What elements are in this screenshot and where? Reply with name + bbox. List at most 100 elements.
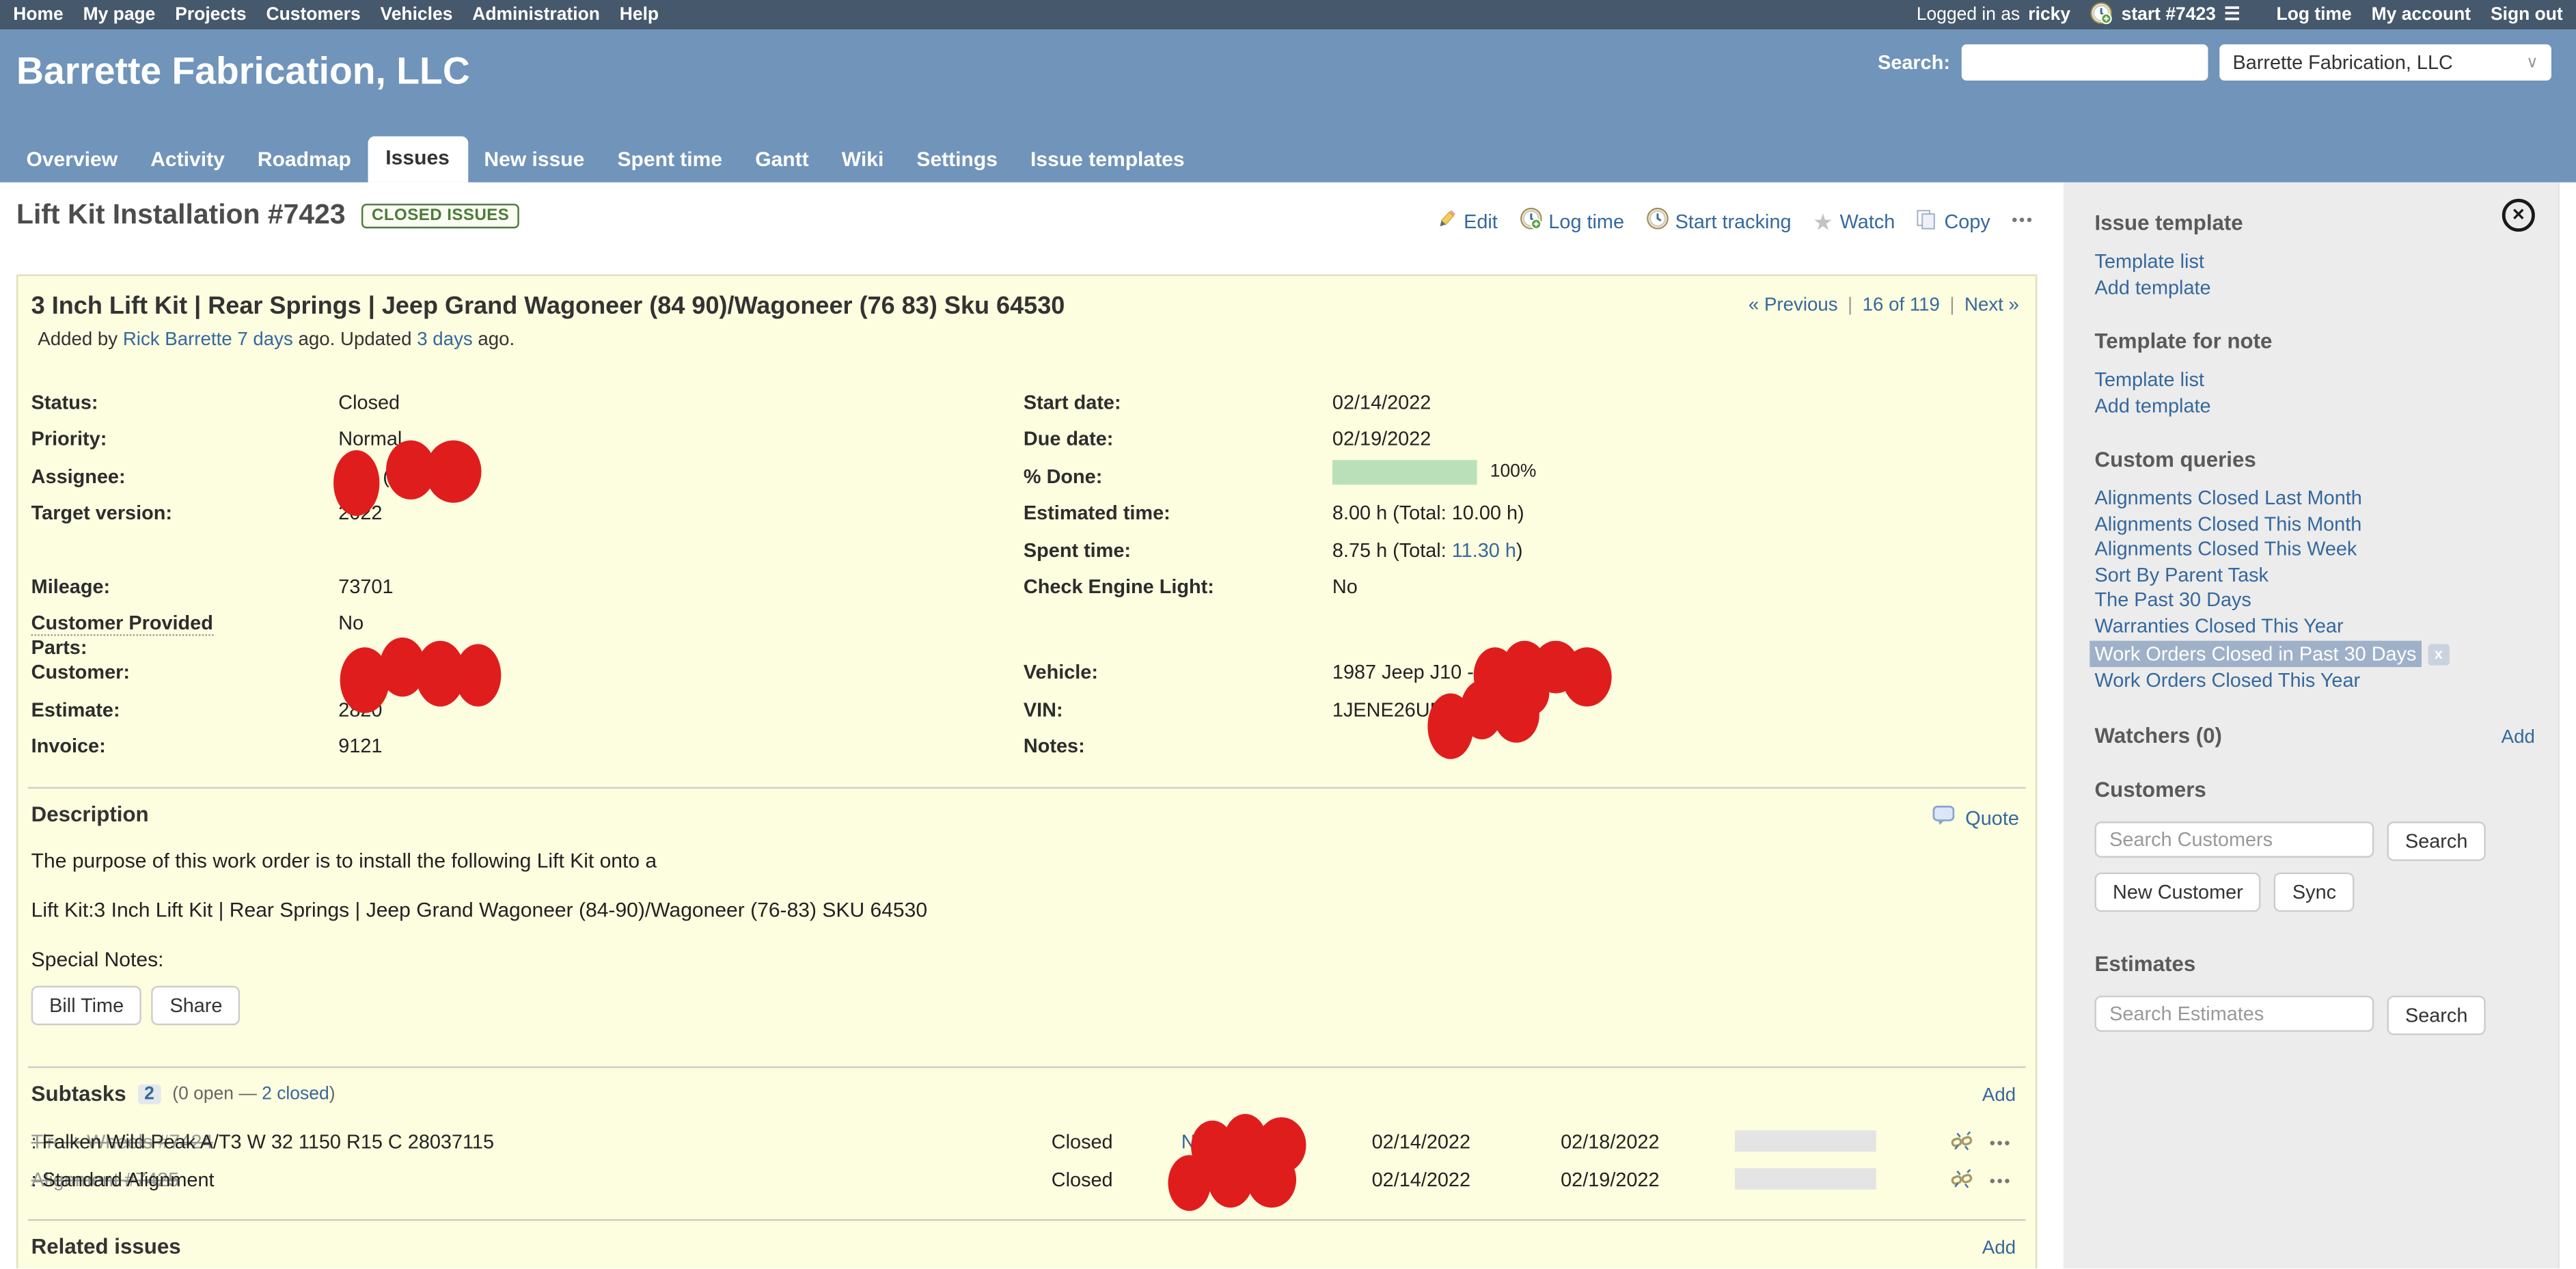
query-link[interactable]: Alignments Closed Last Month [2094, 486, 2362, 510]
tab-gantt[interactable]: Gantt [755, 148, 809, 172]
clock-icon [1645, 207, 1669, 235]
project-title: Barrette Fabrication, LLC [16, 49, 470, 92]
tab-issue-templates[interactable]: Issue templates [1030, 148, 1185, 172]
next-issue-link[interactable]: Next » [1964, 295, 2019, 316]
status-badge: CLOSED ISSUES [361, 202, 519, 228]
top-menu-help[interactable]: Help [619, 5, 659, 25]
status-label: Status: [31, 391, 98, 414]
spent-time-total-link[interactable]: 11.30 h [1451, 538, 1516, 562]
author-link[interactable]: Rick Barrette [122, 330, 232, 351]
subtask-more-icon[interactable]: ••• [1989, 1173, 2012, 1192]
copy-button[interactable]: Copy [1917, 208, 1990, 234]
clear-query-icon[interactable]: x [2428, 643, 2450, 665]
top-menu-home[interactable]: Home [13, 5, 64, 25]
add-related-issue-link[interactable]: Add [1982, 1238, 2016, 1259]
invoice-link[interactable]: 9121 [338, 734, 383, 758]
priority-value: Normal [338, 427, 402, 450]
scrollbar-track[interactable] [2558, 182, 2576, 1269]
top-menu-my-page[interactable]: My page [83, 5, 156, 25]
related-issues-heading: Related issues [31, 1233, 181, 1259]
search-customers-button[interactable]: Search [2387, 821, 2486, 861]
tab-issues[interactable]: Issues [367, 136, 468, 182]
top-menu-projects[interactable]: Projects [175, 5, 247, 25]
sync-button[interactable]: Sync [2274, 872, 2355, 912]
assignee-label: Assignee: [31, 465, 126, 489]
subtasks-counts: (0 open — 2 closed) [172, 1083, 335, 1104]
estimated-time-label: Estimated time: [1023, 501, 1170, 524]
tab-settings[interactable]: Settings [916, 148, 998, 172]
template-list-link[interactable]: Template list [2094, 368, 2204, 392]
tracker-clock-icon[interactable] [2090, 1, 2113, 29]
top-menu-sign-out[interactable]: Sign out [2490, 5, 2563, 25]
subtask-link[interactable]: Tire + Wheels #7424 [31, 1130, 213, 1154]
edit-button[interactable]: Edit [1436, 208, 1498, 234]
logged-in-label: Logged in as [1916, 5, 2020, 25]
template-list-link[interactable]: Template list [2094, 249, 2204, 273]
subtask-start-date: 02/14/2022 [1371, 1130, 1471, 1154]
added-days-link[interactable]: 7 days [237, 330, 293, 351]
vehicle-label: Vehicle: [1023, 660, 1098, 684]
query-link[interactable]: Work Orders Closed This Year [2094, 668, 2361, 692]
updated-days-link[interactable]: 3 days [417, 330, 473, 351]
tracker-issue-link[interactable]: start #7423 [2121, 5, 2216, 25]
share-button[interactable]: Share [152, 985, 241, 1026]
subtask-link[interactable]: Alignment #7425 [31, 1168, 180, 1192]
top-menu-administration[interactable]: Administration [472, 5, 600, 25]
customers-heading: Customers [2094, 777, 2206, 802]
query-link-selected[interactable]: Work Orders Closed in Past 30 Days [2089, 640, 2422, 668]
assignee-redaction [333, 440, 497, 516]
issue-template-heading: Issue template [2094, 210, 2243, 235]
done-label: % Done: [1023, 465, 1103, 489]
tab-overview[interactable]: Overview [26, 148, 118, 172]
search-input[interactable] [1961, 44, 2208, 81]
closed-count-link[interactable]: 2 closed [262, 1083, 329, 1104]
custom-queries-section: Custom queries Alignments Closed Last Mo… [2089, 447, 2535, 694]
new-customer-button[interactable]: New Customer [2094, 872, 2262, 912]
tab-spent-time[interactable]: Spent time [617, 148, 723, 172]
close-sidebar-icon[interactable]: ✕ [2502, 198, 2535, 232]
spent-time-label: Spent time: [1023, 538, 1132, 562]
divider [27, 1066, 2026, 1068]
log-time-button[interactable]: Log time [1519, 207, 1624, 235]
watch-button[interactable]: ★ Watch [1812, 208, 1895, 234]
tracker-list-icon[interactable]: ☰ [2223, 4, 2241, 24]
search-estimates-button[interactable]: Search [2387, 996, 2486, 1035]
tab-roadmap[interactable]: Roadmap [257, 148, 351, 172]
vehicle-link[interactable]: 1987 Jeep J10 - [1332, 660, 1474, 684]
search-customers-input[interactable] [2094, 821, 2374, 858]
unlink-icon[interactable] [1950, 1130, 1973, 1158]
add-template-link[interactable]: Add template [2094, 275, 2211, 299]
bill-time-button[interactable]: Bill Time [31, 985, 142, 1026]
search-label: Search: [1878, 51, 1950, 74]
logged-in-user-link[interactable]: ricky [2028, 5, 2071, 25]
previous-issue-link[interactable]: « Previous [1748, 295, 1838, 316]
tab-new-issue[interactable]: New issue [484, 148, 585, 172]
query-link[interactable]: Alignments Closed This Week [2094, 537, 2357, 560]
search-estimates-input[interactable] [2094, 996, 2374, 1032]
add-subtask-link[interactable]: Add [1982, 1086, 2016, 1106]
sidebar: ✕ Issue template Template list Add templ… [2063, 182, 2558, 1269]
top-menu-my-account[interactable]: My account [2371, 5, 2471, 25]
quote-button[interactable]: Quote [1932, 805, 2019, 831]
subtask-more-icon[interactable]: ••• [1989, 1135, 2012, 1154]
project-jump-select[interactable]: Barrette Fabrication, LLC ∨ [2219, 44, 2551, 81]
query-link[interactable]: Alignments Closed This Month [2094, 511, 2362, 535]
divider [27, 1219, 2026, 1221]
add-watcher-link[interactable]: Add [2501, 726, 2535, 747]
query-link[interactable]: Sort By Parent Task [2094, 562, 2269, 586]
query-link[interactable]: Warranties Closed This Year [2094, 614, 2344, 637]
done-progress-bar [1332, 460, 1477, 485]
more-actions-icon[interactable]: ••• [2012, 212, 2034, 230]
status-value: Closed [338, 391, 400, 414]
unlink-icon[interactable] [1950, 1168, 1973, 1196]
tab-wiki[interactable]: Wiki [841, 148, 884, 172]
query-link[interactable]: The Past 30 Days [2094, 588, 2251, 612]
top-menu-vehicles[interactable]: Vehicles [380, 5, 453, 25]
add-template-link[interactable]: Add template [2094, 393, 2211, 417]
start-tracking-button[interactable]: Start tracking [1645, 207, 1792, 235]
top-menu-log-time[interactable]: Log time [2276, 5, 2352, 25]
issue-toolbar: Edit Log time Start tracking ★ Watch Cop… [1436, 207, 2033, 235]
mileage-value: 73701 [338, 575, 394, 599]
tab-activity[interactable]: Activity [150, 148, 225, 172]
top-menu-customers[interactable]: Customers [266, 5, 361, 25]
